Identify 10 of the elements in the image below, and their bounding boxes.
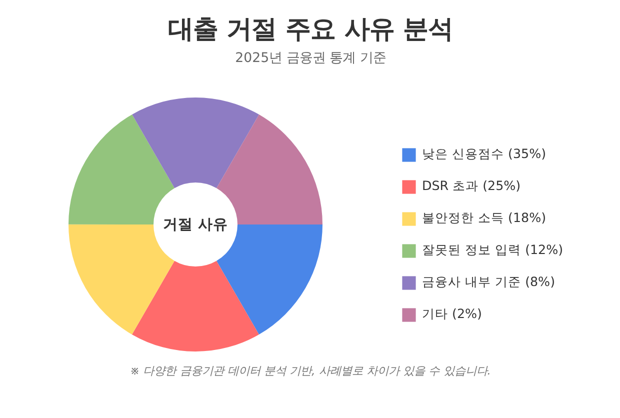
- legend-label: 금융사 내부 기준 (8%): [422, 274, 556, 291]
- legend-label: 불안정한 소득 (18%): [422, 210, 546, 227]
- chart-subtitle: 2025년 금융권 통계 기준: [235, 51, 386, 66]
- legend-label: DSR 초과 (25%): [422, 178, 521, 195]
- legend-label: 낮은 신용점수 (35%): [422, 146, 546, 163]
- chart-title: 대출 거절 주요 사유 분석: [168, 14, 454, 44]
- text: ※ 다양한 금융기관 데이터 분석 기반, 사례별로 차이가 있을 수 있습니다.: [130, 364, 491, 378]
- legend-label: 기타 (2%): [422, 306, 482, 323]
- legend-label: 잘못된 정보 입력 (12%): [422, 242, 564, 259]
- text: 거절 사유: [162, 216, 228, 233]
